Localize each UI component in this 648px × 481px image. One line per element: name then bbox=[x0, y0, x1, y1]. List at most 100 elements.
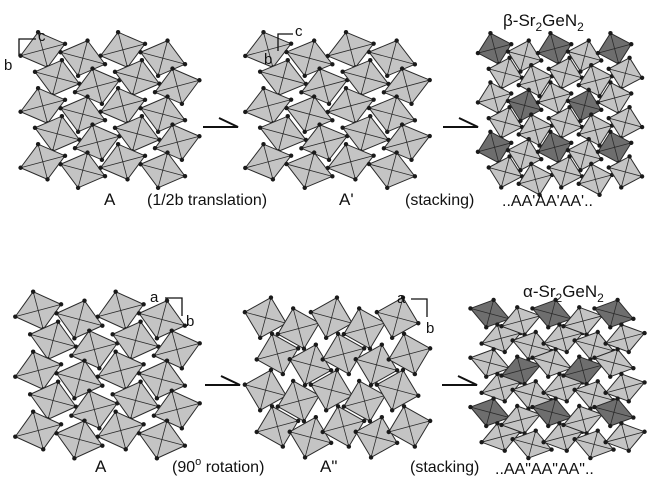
polyhedron bbox=[510, 428, 554, 461]
atom-dot bbox=[284, 105, 289, 111]
atom-dot bbox=[564, 448, 569, 453]
atom-dot bbox=[87, 328, 92, 333]
atom-dot bbox=[317, 122, 322, 127]
atom-dot bbox=[179, 426, 185, 431]
atom-dot bbox=[268, 367, 274, 373]
atom-dot bbox=[353, 177, 358, 182]
atom-dot bbox=[138, 50, 143, 55]
atom-dot bbox=[599, 156, 604, 162]
atom-dot bbox=[586, 137, 591, 142]
polyhedron bbox=[110, 379, 161, 422]
atom-dot bbox=[330, 174, 335, 179]
atom-dot bbox=[113, 409, 118, 414]
atom-dot bbox=[368, 455, 374, 460]
polyhedron bbox=[572, 329, 616, 362]
atom-dot bbox=[553, 347, 558, 352]
atom-dot bbox=[299, 146, 304, 151]
atom-dot bbox=[572, 436, 577, 442]
atom-dot bbox=[100, 383, 105, 388]
atom-dot bbox=[27, 392, 33, 397]
atom-dot bbox=[526, 38, 531, 43]
atom-dot bbox=[557, 421, 562, 426]
atom-dot bbox=[285, 58, 290, 63]
atom-dot bbox=[586, 38, 591, 43]
atom-dot bbox=[399, 66, 405, 71]
atom-dot bbox=[353, 357, 358, 362]
atom-dot bbox=[335, 404, 341, 409]
stacking-sequence-alpha: ..AA"AA"AA".. bbox=[495, 461, 594, 478]
atom-dot bbox=[280, 371, 286, 377]
atom-dot bbox=[257, 69, 263, 74]
atom-dot bbox=[182, 443, 188, 448]
polyhedron bbox=[603, 371, 647, 404]
atom-dot bbox=[302, 185, 307, 190]
atom-dot bbox=[541, 390, 546, 396]
polyhedron bbox=[479, 322, 523, 355]
atom-dot bbox=[90, 122, 95, 127]
atom-dot bbox=[561, 373, 566, 378]
polyhedron bbox=[151, 388, 202, 431]
atom-dot bbox=[565, 49, 571, 54]
atom-dot bbox=[639, 174, 645, 179]
atom-dot bbox=[427, 346, 433, 351]
polyhedron bbox=[151, 328, 202, 371]
atom-dot bbox=[99, 157, 105, 162]
atom-dot bbox=[30, 289, 36, 294]
atom-dot bbox=[589, 63, 594, 68]
atom-dot bbox=[475, 149, 481, 154]
atom-dot bbox=[154, 336, 160, 341]
atom-dot bbox=[275, 404, 281, 409]
polyhedron bbox=[242, 367, 289, 413]
atom-dot bbox=[164, 358, 170, 363]
atom-dot bbox=[589, 161, 594, 167]
atom-dot bbox=[317, 66, 322, 71]
atom-dot bbox=[328, 440, 334, 446]
atom-dot bbox=[559, 185, 564, 190]
atom-dot bbox=[499, 185, 504, 190]
atom-dot bbox=[412, 174, 418, 179]
atom-dot bbox=[97, 366, 102, 371]
atom-dot bbox=[261, 142, 266, 147]
atom-dot bbox=[254, 357, 259, 362]
atom-dot bbox=[631, 365, 636, 371]
atom-dot bbox=[268, 295, 274, 300]
atom-dot bbox=[302, 382, 308, 388]
atom-dot bbox=[468, 404, 473, 410]
atom-dot bbox=[629, 91, 634, 96]
dark-polyhedron bbox=[535, 30, 574, 67]
polyhedron bbox=[486, 154, 525, 190]
atom-dot bbox=[394, 368, 400, 373]
atom-dot bbox=[629, 140, 634, 146]
atom-dot bbox=[170, 66, 175, 71]
network-panel-a-prime bbox=[243, 30, 432, 190]
atom-dot bbox=[242, 309, 248, 315]
polyhedron bbox=[374, 367, 421, 413]
atom-dot bbox=[371, 153, 376, 158]
atom-dot bbox=[261, 30, 266, 35]
atom-dot bbox=[113, 349, 118, 354]
atom-dot bbox=[510, 338, 515, 343]
polyhedron bbox=[486, 55, 525, 91]
atom-dot bbox=[569, 41, 574, 47]
atom-dot bbox=[588, 455, 593, 461]
atom-dot bbox=[320, 429, 325, 435]
atom-dot bbox=[412, 371, 418, 377]
atom-dot bbox=[75, 73, 81, 78]
atom-dot bbox=[346, 444, 352, 449]
atom-dot bbox=[627, 154, 632, 159]
polyhedron bbox=[287, 342, 334, 388]
atom-dot bbox=[539, 58, 544, 63]
atom-dot bbox=[509, 140, 514, 146]
atom-dot bbox=[58, 302, 64, 307]
atom-dot bbox=[288, 97, 294, 102]
atom-dot bbox=[182, 61, 188, 67]
polyhedron bbox=[325, 142, 376, 182]
atom-dot bbox=[569, 140, 574, 146]
atom-dot bbox=[486, 165, 491, 170]
atom-dot bbox=[561, 324, 566, 329]
atom-dot bbox=[505, 49, 511, 54]
atom-dot bbox=[301, 346, 307, 351]
atom-dot bbox=[311, 150, 317, 155]
atom-dot bbox=[302, 455, 308, 460]
axis-indicator-bottom-a-double-prime: a b bbox=[397, 290, 434, 337]
